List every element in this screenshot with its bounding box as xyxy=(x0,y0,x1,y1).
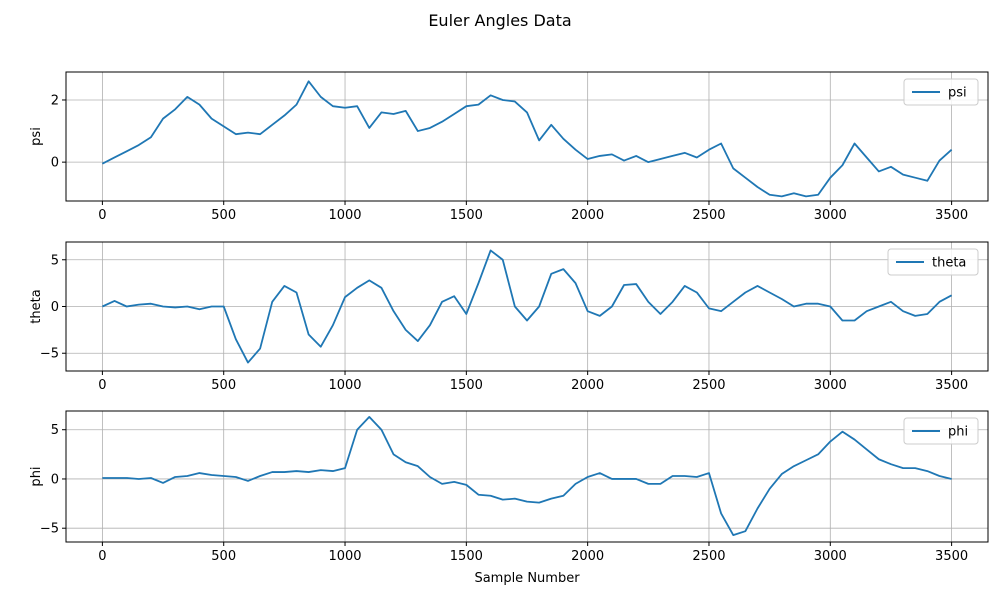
x-tick-label: 3500 xyxy=(935,208,968,223)
x-tick-label: 3500 xyxy=(935,549,968,564)
x-tick-label: 2500 xyxy=(692,378,725,393)
legend: psi xyxy=(903,78,979,106)
y-tick-label: 5 xyxy=(51,423,59,438)
series-line-theta xyxy=(102,249,953,364)
x-tick-label: 0 xyxy=(98,549,106,564)
x-tick-label: 500 xyxy=(211,378,236,393)
x-axis-label: Sample Number xyxy=(474,571,580,586)
x-tick-label: 1000 xyxy=(328,549,361,564)
y-tick-label: 0 xyxy=(51,472,59,487)
legend-box xyxy=(903,417,979,445)
x-tick-label: 3500 xyxy=(935,378,968,393)
x-tick-label: 1500 xyxy=(450,549,483,564)
legend: phi xyxy=(903,417,979,445)
x-tick-label: 2000 xyxy=(571,549,604,564)
x-tick-label: 3000 xyxy=(814,208,847,223)
x-tick-label: 1500 xyxy=(450,378,483,393)
subplot-psi: 0 500 1000 1500 2000 2500 3000 3500 0 2 psi psi xyxy=(29,71,989,223)
legend-label: psi xyxy=(948,86,967,101)
x-tick-label: 1000 xyxy=(328,208,361,223)
series-line-phi xyxy=(102,416,952,537)
y-tick-label: 0 xyxy=(51,300,59,315)
x-tick-label: 500 xyxy=(211,208,236,223)
y-tick-label: −5 xyxy=(40,347,59,362)
legend: theta xyxy=(887,248,979,276)
x-tick-label: 0 xyxy=(98,378,106,393)
x-tick-label: 2500 xyxy=(692,208,725,223)
x-tick-label: 1500 xyxy=(450,208,483,223)
subplot-phi: 0 500 1000 1500 2000 2500 3000 3500 −5 0 5 phi Sampl… xyxy=(29,410,989,586)
subplot-theta: 0 500 1000 1500 2000 2500 3000 3500 −5 0 5 theta the… xyxy=(29,241,989,393)
axes-frame xyxy=(65,71,989,202)
x-tick-label: 2000 xyxy=(571,378,604,393)
legend-label: theta xyxy=(932,256,966,271)
x-tick-label: 2500 xyxy=(692,549,725,564)
x-tick-label: 3000 xyxy=(814,378,847,393)
y-axis-label: theta xyxy=(29,289,44,323)
legend-box xyxy=(903,78,979,106)
x-tick-label: 0 xyxy=(98,208,106,223)
y-axis-label: phi xyxy=(29,466,44,486)
legend-label: phi xyxy=(948,425,968,440)
series-line-psi xyxy=(101,80,953,198)
figure-title: Euler Angles Data xyxy=(428,11,571,30)
y-axis-label: psi xyxy=(29,127,44,146)
y-tick-label: 0 xyxy=(51,156,59,171)
x-tick-label: 3000 xyxy=(814,549,847,564)
axes-frame xyxy=(65,410,989,543)
y-tick-label: −5 xyxy=(40,522,59,537)
y-tick-label: 2 xyxy=(51,93,59,108)
x-tick-label: 500 xyxy=(211,549,236,564)
legend-box xyxy=(887,248,979,276)
x-tick-label: 1000 xyxy=(328,378,361,393)
y-tick-label: 5 xyxy=(51,253,59,268)
x-tick-label: 2000 xyxy=(571,208,604,223)
